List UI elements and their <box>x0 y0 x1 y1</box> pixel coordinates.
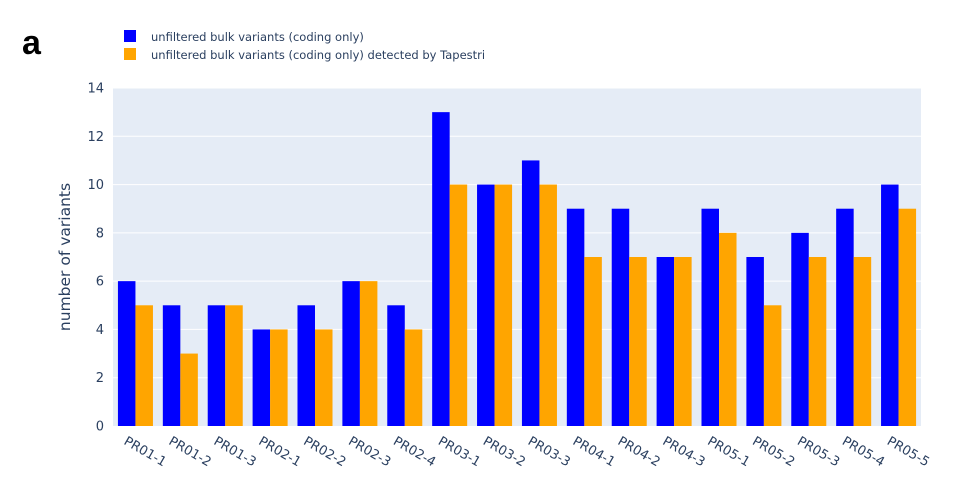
legend-swatch-tapestri <box>124 48 136 60</box>
legend: unfiltered bulk variants (coding only) u… <box>124 30 485 62</box>
legend-label-bulk: unfiltered bulk variants (coding only) <box>151 30 364 44</box>
bar-bulk-pr05-3 <box>791 232 809 426</box>
y-tick-label: 10 <box>87 178 104 193</box>
x-tick-label: PR02-3 <box>345 434 393 470</box>
bar-tapestri-pr03-1 <box>449 184 468 426</box>
x-tick-label: PR05-1 <box>705 434 753 470</box>
bar-bulk-pr02-1 <box>252 329 271 426</box>
bar-tapestri-pr02-1 <box>270 329 288 426</box>
bar-tapestri-pr03-3 <box>539 184 557 426</box>
bar-bulk-pr01-1 <box>117 281 136 426</box>
bar-tapestri-pr05-5 <box>898 208 917 426</box>
x-tick-label: PR05-5 <box>884 434 932 470</box>
plot-area <box>113 88 921 426</box>
y-tick-label: 4 <box>96 323 104 338</box>
y-tick-label: 8 <box>96 226 104 241</box>
y-axis-title: number of variants <box>56 183 74 331</box>
bar-tapestri-pr02-2 <box>315 329 333 426</box>
bar-tapestri-pr01-3 <box>225 305 243 426</box>
bar-bulk-pr03-3 <box>521 160 540 426</box>
bar-tapestri-pr05-4 <box>853 257 872 426</box>
x-axis-ticks: PR01-1PR01-2PR01-3PR02-1PR02-2PR02-3PR02… <box>121 434 932 470</box>
x-tick-label: PR02-4 <box>390 434 438 470</box>
panel-label: a <box>22 24 42 62</box>
x-tick-label: PR04-2 <box>615 434 663 470</box>
bar-tapestri-pr04-3 <box>674 257 692 426</box>
y-axis-ticks: 0 2 4 6 8 10 12 14 <box>87 82 104 435</box>
x-tick-label: PR01-2 <box>166 434 214 470</box>
x-tick-label: PR05-3 <box>794 434 842 470</box>
bar-bulk-pr05-1 <box>701 208 719 426</box>
bar-bulk-pr04-2 <box>611 208 630 426</box>
bar-tapestri-pr01-2 <box>180 353 198 426</box>
gridlines <box>113 87 921 379</box>
bar-bulk-pr05-4 <box>836 208 854 426</box>
bar-tapestri-pr02-3 <box>359 281 378 426</box>
bar-bulk-pr01-3 <box>207 305 226 426</box>
y-tick-label: 12 <box>87 130 104 145</box>
x-tick-label: PR05-2 <box>749 434 797 470</box>
bar-bulk-pr02-4 <box>387 305 405 426</box>
bar-bulk-pr02-2 <box>297 305 315 426</box>
bar-bulk-pr04-3 <box>656 257 675 426</box>
bar-tapestri-pr02-4 <box>404 329 423 426</box>
x-tick-label: PR03-1 <box>435 434 483 470</box>
bar-bulk-pr02-3 <box>342 281 360 426</box>
x-tick-label: PR02-1 <box>256 434 304 470</box>
x-tick-label: PR03-2 <box>480 434 528 470</box>
bar-bulk-pr01-2 <box>162 305 181 426</box>
x-tick-label: PR01-3 <box>211 434 259 470</box>
bar-tapestri-pr03-2 <box>494 184 513 426</box>
bar-tapestri-pr05-2 <box>763 305 782 426</box>
bar-bulk-pr05-2 <box>746 257 764 426</box>
y-tick-label: 6 <box>96 275 104 290</box>
y-tick-label: 14 <box>87 82 104 97</box>
bar-bulk-pr03-2 <box>477 184 495 426</box>
x-tick-label: PR03-3 <box>525 434 573 470</box>
bar-tapestri-pr04-1 <box>584 257 602 426</box>
x-tick-label: PR04-1 <box>570 434 618 470</box>
bar-bulk-pr03-1 <box>432 112 450 426</box>
bar-tapestri-pr04-2 <box>629 257 647 426</box>
legend-label-tapestri: unfiltered bulk variants (coding only) d… <box>151 48 485 62</box>
x-tick-label: PR02-2 <box>301 434 349 470</box>
y-tick-label: 2 <box>96 371 104 386</box>
bar-bulk-pr04-1 <box>566 208 585 426</box>
x-tick-label: PR05-4 <box>839 434 887 470</box>
legend-swatch-bulk <box>124 30 136 42</box>
bar-bulk-pr05-5 <box>881 184 899 426</box>
bar-tapestri-pr05-3 <box>808 257 827 426</box>
x-tick-label: PR01-1 <box>121 434 169 470</box>
bar-tapestri-pr05-1 <box>719 232 737 426</box>
bar-tapestri-pr01-1 <box>135 305 153 426</box>
y-tick-label: 0 <box>96 420 104 435</box>
x-tick-label: PR04-3 <box>660 434 708 470</box>
bars <box>117 112 917 426</box>
